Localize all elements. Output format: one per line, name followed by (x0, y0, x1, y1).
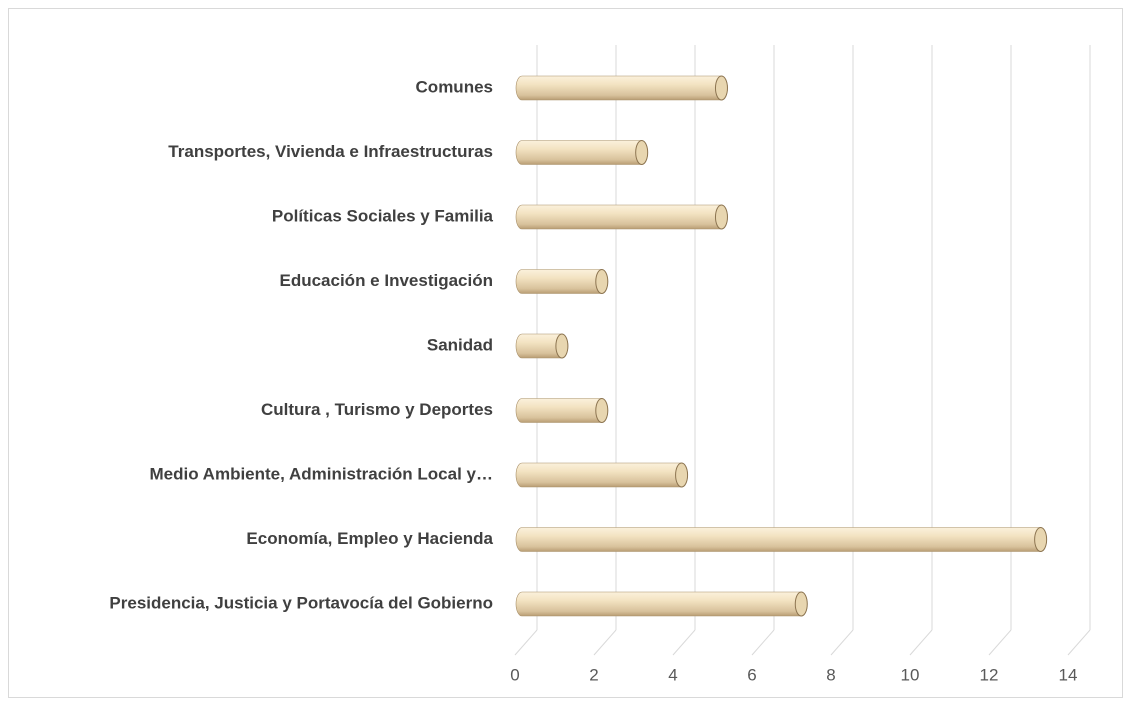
bar-end (794, 591, 808, 617)
grid-floor-line (593, 629, 617, 656)
x-tick-label: 2 (589, 665, 598, 684)
bar (515, 591, 808, 617)
category-label: Cultura , Turismo y Deportes (261, 400, 493, 419)
bar (515, 204, 728, 230)
category-label: Políticas Sociales y Familia (272, 206, 494, 225)
grid-floor-line (751, 629, 775, 656)
category-label: Transportes, Vivienda e Infraestructuras (168, 142, 493, 161)
bar (515, 527, 1047, 552)
bar-end (595, 269, 609, 294)
x-tick-label: 14 (1059, 665, 1078, 684)
x-tick-label: 6 (747, 665, 756, 684)
bar-end (555, 333, 569, 359)
bar (515, 75, 728, 101)
x-tick-label: 10 (901, 665, 920, 684)
category-label: Economía, Empleo y Hacienda (246, 529, 493, 548)
x-tick-label: 8 (826, 665, 835, 684)
bar-end (714, 204, 728, 230)
bar (515, 398, 609, 423)
category-label: Medio Ambiente, Administración Local y… (149, 464, 493, 483)
grid-floor-line (988, 629, 1012, 656)
bar-end (595, 398, 609, 423)
bar (515, 140, 648, 165)
x-tick-label: 0 (510, 665, 519, 684)
grid-floor-line (672, 629, 696, 656)
x-tick-label: 12 (980, 665, 999, 684)
bar (515, 269, 609, 294)
grid-floor-line (830, 629, 854, 656)
grid-floor-line (909, 629, 933, 656)
grid-floor-line (1067, 629, 1091, 656)
category-label: Comunes (416, 77, 493, 96)
category-label: Presidencia, Justicia y Portavocía del G… (109, 593, 493, 612)
grid-floor-line (514, 629, 538, 656)
bar-end (675, 462, 689, 488)
category-label: Sanidad (427, 335, 493, 354)
bar-end (714, 75, 728, 101)
bar-end (1034, 527, 1048, 552)
x-tick-label: 4 (668, 665, 677, 684)
bar-end (635, 140, 649, 165)
category-label: Educación e Investigación (279, 271, 493, 290)
bar (515, 462, 688, 488)
